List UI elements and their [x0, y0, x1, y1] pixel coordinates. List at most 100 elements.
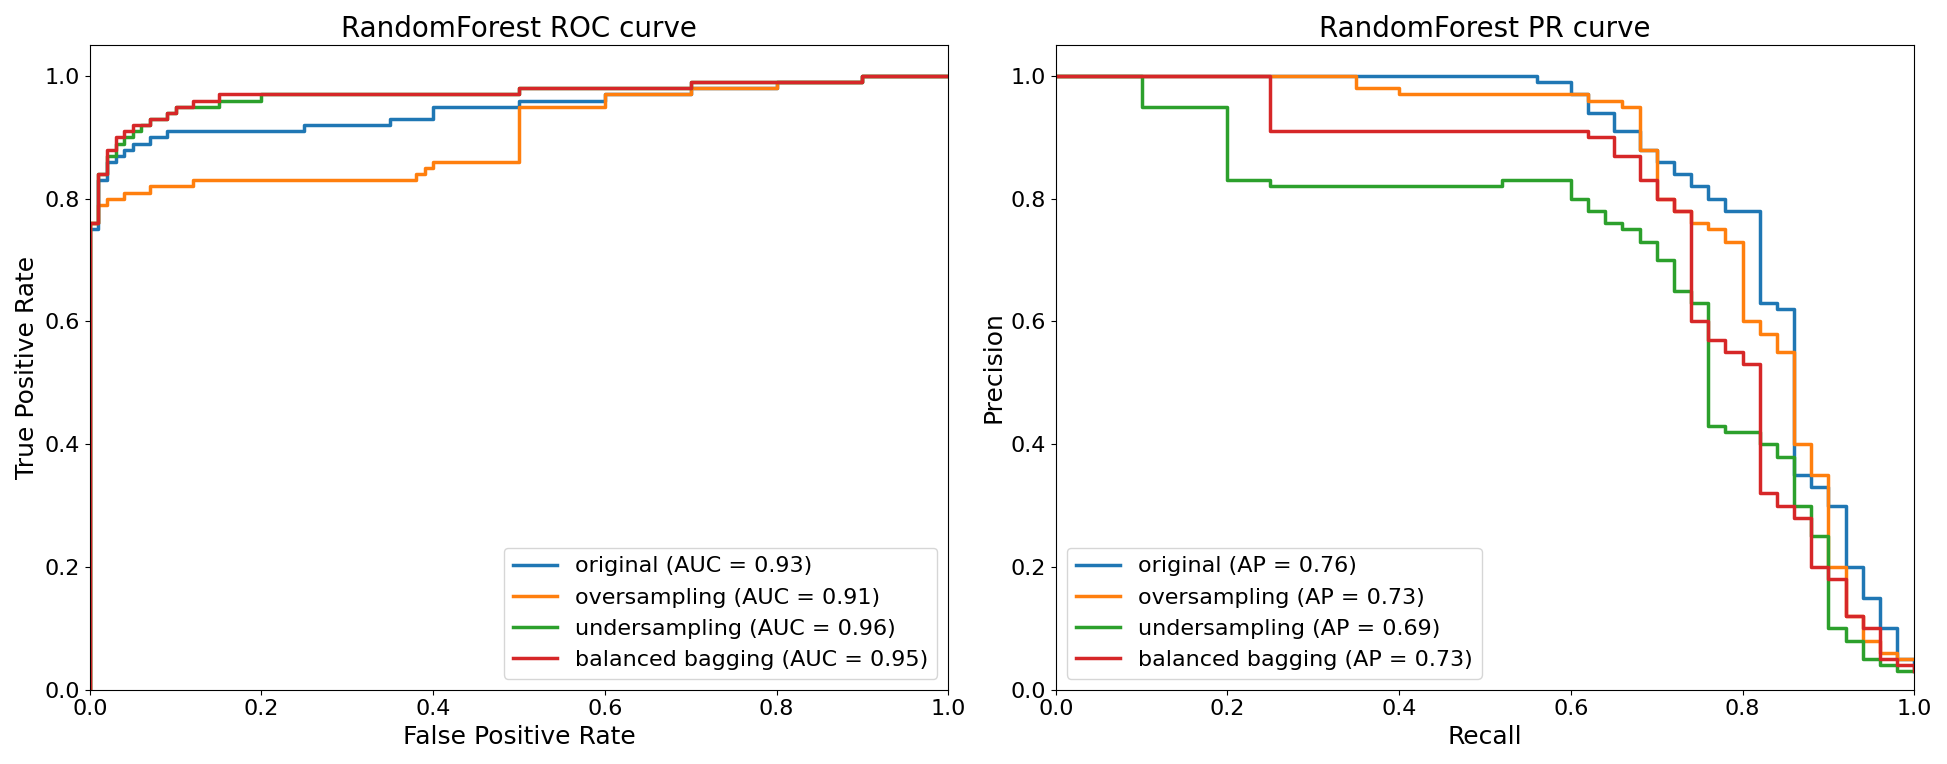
oversampling (AP = 0.73) — [1748, 329, 1772, 338]
undersampling (AP = 0.69) — [1782, 501, 1805, 510]
original (AUC = 0.93) — [164, 127, 187, 136]
undersampling (AUC = 0.96) — [680, 78, 703, 87]
oversampling (AUC = 0.91) — [113, 188, 136, 197]
original (AP = 0.76) — [1456, 72, 1480, 81]
oversampling (AUC = 0.91) — [508, 102, 532, 112]
oversampling (AP = 0.73) — [1474, 90, 1497, 99]
Line: undersampling (AUC = 0.96): undersampling (AUC = 0.96) — [90, 76, 948, 690]
undersampling (AP = 0.69) — [1507, 176, 1530, 185]
undersampling (AP = 0.69) — [1542, 176, 1565, 185]
original (AP = 0.76) — [1404, 72, 1427, 81]
oversampling (AUC = 0.91) — [78, 219, 101, 228]
oversampling (AUC = 0.91) — [395, 176, 419, 185]
balanced bagging (AUC = 0.95) — [508, 84, 532, 93]
balanced bagging (AUC = 0.95) — [164, 102, 187, 112]
oversampling (AP = 0.73) — [1902, 655, 1926, 664]
Legend: original (AP = 0.76), oversampling (AP = 0.73), undersampling (AP = 0.69), balan: original (AP = 0.76), oversampling (AP =… — [1067, 548, 1482, 678]
Line: balanced bagging (AUC = 0.95): balanced bagging (AUC = 0.95) — [90, 76, 948, 690]
oversampling (AP = 0.73) — [1713, 237, 1737, 246]
undersampling (AUC = 0.96) — [335, 90, 358, 99]
oversampling (AP = 0.73) — [1525, 90, 1548, 99]
Y-axis label: Precision: Precision — [981, 312, 1005, 423]
oversampling (AUC = 0.91) — [206, 176, 230, 185]
original (AP = 0.76) — [1696, 194, 1719, 203]
balanced bagging (AUC = 0.95) — [156, 108, 179, 118]
oversampling (AP = 0.73) — [1388, 90, 1412, 99]
balanced bagging (AP = 0.73) — [1885, 661, 1908, 670]
original (AUC = 0.93) — [765, 78, 789, 87]
undersampling (AP = 0.69) — [1902, 667, 1926, 676]
original (AP = 0.76) — [1345, 72, 1369, 81]
undersampling (AP = 0.69) — [1345, 182, 1369, 191]
undersampling (AP = 0.69) — [1303, 182, 1326, 191]
original (AUC = 0.93) — [232, 127, 255, 136]
balanced bagging (AP = 0.73) — [1371, 127, 1394, 136]
original (AUC = 0.93) — [851, 72, 874, 81]
balanced bagging (AUC = 0.95) — [121, 121, 144, 130]
original (AP = 0.76) — [1474, 72, 1497, 81]
oversampling (AP = 0.73) — [1628, 145, 1651, 154]
undersampling (AUC = 0.96) — [146, 115, 169, 124]
undersampling (AP = 0.69) — [1593, 219, 1616, 228]
balanced bagging (AP = 0.73) — [1680, 317, 1704, 326]
Line: oversampling (AUC = 0.91): oversampling (AUC = 0.91) — [90, 76, 948, 690]
undersampling (AUC = 0.96) — [103, 139, 127, 148]
oversampling (AUC = 0.91) — [88, 200, 111, 209]
undersampling (AP = 0.69) — [1258, 182, 1281, 191]
original (AP = 0.76) — [1645, 157, 1669, 167]
original (AP = 0.76) — [1542, 78, 1565, 87]
undersampling (AP = 0.69) — [1456, 182, 1480, 191]
undersampling (AUC = 0.96) — [95, 151, 119, 160]
original (AUC = 0.93) — [78, 685, 101, 694]
oversampling (AP = 0.73) — [1491, 90, 1515, 99]
undersampling (AP = 0.69) — [1610, 225, 1634, 234]
original (AUC = 0.93) — [130, 139, 154, 148]
balanced bagging (AUC = 0.95) — [335, 90, 358, 99]
balanced bagging (AUC = 0.95) — [138, 115, 162, 124]
balanced bagging (AP = 0.73) — [1345, 127, 1369, 136]
balanced bagging (AP = 0.73) — [1491, 127, 1515, 136]
original (AUC = 0.93) — [680, 84, 703, 93]
balanced bagging (AP = 0.73) — [1456, 127, 1480, 136]
original (AP = 0.76) — [1525, 78, 1548, 87]
balanced bagging (AP = 0.73) — [1258, 127, 1281, 136]
oversampling (AP = 0.73) — [1507, 90, 1530, 99]
oversampling (AUC = 0.91) — [95, 194, 119, 203]
original (AUC = 0.93) — [378, 115, 401, 124]
undersampling (AP = 0.69) — [1696, 421, 1719, 430]
original (AUC = 0.93) — [78, 225, 101, 234]
undersampling (AP = 0.69) — [1834, 636, 1857, 646]
undersampling (AUC = 0.96) — [156, 108, 179, 118]
undersampling (AP = 0.69) — [1645, 255, 1669, 264]
undersampling (AP = 0.69) — [1577, 206, 1600, 215]
oversampling (AUC = 0.91) — [851, 72, 874, 81]
oversampling (AUC = 0.91) — [335, 176, 358, 185]
original (AP = 0.76) — [1731, 206, 1754, 215]
balanced bagging (AP = 0.73) — [1542, 127, 1565, 136]
original (AP = 0.76) — [1421, 72, 1445, 81]
original (AUC = 0.93) — [113, 145, 136, 154]
original (AUC = 0.93) — [594, 90, 617, 99]
original (AUC = 0.93) — [181, 127, 204, 136]
original (AUC = 0.93) — [156, 127, 179, 136]
oversampling (AP = 0.73) — [1766, 348, 1789, 357]
Legend: original (AUC = 0.93), oversampling (AUC = 0.91), undersampling (AUC = 0.96), ba: original (AUC = 0.93), oversampling (AUC… — [504, 548, 937, 678]
undersampling (AUC = 0.96) — [130, 121, 154, 130]
original (AP = 0.76) — [1507, 72, 1530, 81]
Title: RandomForest PR curve: RandomForest PR curve — [1320, 15, 1651, 43]
original (AP = 0.76) — [1799, 483, 1822, 492]
oversampling (AP = 0.73) — [1421, 90, 1445, 99]
X-axis label: Recall: Recall — [1449, 725, 1523, 749]
balanced bagging (AP = 0.73) — [1517, 127, 1540, 136]
balanced bagging (AP = 0.73) — [1748, 489, 1772, 498]
undersampling (AP = 0.69) — [1525, 176, 1548, 185]
oversampling (AP = 0.73) — [1680, 219, 1704, 228]
balanced bagging (AUC = 0.95) — [937, 72, 960, 81]
original (AP = 0.76) — [1817, 501, 1840, 510]
undersampling (AUC = 0.96) — [181, 102, 204, 112]
oversampling (AP = 0.73) — [1560, 90, 1583, 99]
undersampling (AP = 0.69) — [1044, 72, 1067, 81]
balanced bagging (AP = 0.73) — [1474, 127, 1497, 136]
oversampling (AUC = 0.91) — [121, 188, 144, 197]
original (AP = 0.76) — [1748, 299, 1772, 308]
